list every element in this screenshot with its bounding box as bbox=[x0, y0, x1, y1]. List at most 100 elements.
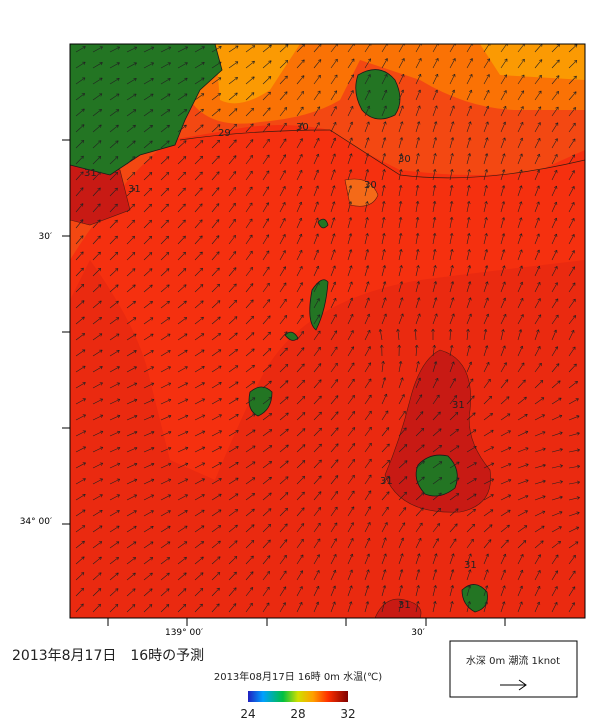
current-arrow bbox=[347, 217, 353, 229]
current-arrow bbox=[296, 428, 306, 437]
current-arrow bbox=[313, 538, 321, 549]
current-arrow bbox=[279, 428, 289, 437]
current-arrow bbox=[177, 251, 187, 261]
current-arrow bbox=[313, 90, 321, 101]
colorbar-tick-label: 32 bbox=[340, 707, 355, 721]
current-arrow bbox=[109, 187, 118, 197]
current-arrow bbox=[279, 122, 287, 133]
current-arrow bbox=[432, 216, 437, 229]
current-arrow bbox=[279, 492, 289, 501]
current-arrow bbox=[534, 510, 546, 517]
current-arrow bbox=[432, 553, 438, 565]
current-arrow bbox=[483, 297, 489, 309]
current-arrow bbox=[279, 412, 289, 421]
current-arrow bbox=[568, 138, 576, 149]
contour-label: 31 bbox=[84, 168, 97, 179]
current-arrow bbox=[126, 525, 137, 533]
current-arrow bbox=[75, 398, 86, 405]
colorbar-tick-label: 24 bbox=[240, 707, 255, 721]
current-arrow bbox=[551, 217, 558, 229]
current-arrow bbox=[330, 137, 337, 149]
current-arrow bbox=[75, 414, 86, 421]
current-arrow bbox=[211, 108, 221, 117]
current-arrow bbox=[245, 266, 253, 277]
current-arrow bbox=[517, 297, 524, 309]
current-arrow bbox=[313, 443, 322, 453]
current-arrow bbox=[194, 140, 204, 149]
current-arrow bbox=[211, 587, 220, 597]
current-arrow bbox=[262, 413, 273, 421]
current-arrow bbox=[364, 553, 370, 565]
current-arrow bbox=[262, 523, 272, 533]
current-arrow bbox=[568, 60, 578, 69]
current-arrow bbox=[262, 364, 272, 373]
current-arrow bbox=[381, 491, 390, 501]
current-arrow bbox=[75, 525, 86, 533]
current-arrow bbox=[483, 539, 492, 549]
current-arrow bbox=[92, 430, 104, 437]
current-arrow bbox=[466, 89, 473, 101]
current-arrow bbox=[517, 153, 523, 165]
current-arrow bbox=[466, 137, 472, 149]
current-arrow bbox=[143, 604, 153, 613]
current-arrow bbox=[109, 300, 119, 309]
current-arrow bbox=[228, 283, 237, 293]
current-arrow bbox=[211, 124, 221, 133]
current-arrow bbox=[551, 122, 559, 133]
current-arrow bbox=[415, 361, 420, 373]
current-arrow bbox=[143, 62, 154, 69]
current-arrow bbox=[364, 426, 372, 437]
current-arrow bbox=[126, 510, 137, 517]
current-arrow bbox=[381, 201, 386, 213]
current-arrow bbox=[432, 137, 438, 149]
current-arrow bbox=[364, 89, 371, 101]
current-arrow bbox=[160, 317, 171, 325]
current-arrow bbox=[364, 265, 370, 277]
current-arrow bbox=[245, 332, 255, 341]
colorbar-ticks: 24 28 32 bbox=[240, 707, 355, 721]
current-arrow bbox=[448, 328, 453, 341]
current-arrow bbox=[143, 494, 155, 501]
current-arrow bbox=[568, 554, 576, 565]
current-arrow bbox=[296, 554, 304, 565]
current-arrow bbox=[75, 300, 85, 309]
current-arrow bbox=[313, 281, 320, 293]
current-arrow bbox=[568, 346, 576, 357]
current-arrow bbox=[160, 93, 171, 101]
warm-core bbox=[384, 349, 491, 513]
current-arrow bbox=[568, 398, 579, 405]
current-arrow bbox=[109, 462, 121, 469]
current-arrow bbox=[228, 414, 239, 421]
current-arrow bbox=[364, 458, 372, 469]
current-arrow bbox=[143, 78, 154, 85]
current-arrow bbox=[500, 217, 506, 229]
current-arrow bbox=[364, 297, 370, 309]
current-arrow bbox=[296, 507, 305, 517]
current-arrow bbox=[415, 553, 421, 565]
current-arrow bbox=[75, 139, 85, 149]
current-arrow bbox=[194, 235, 203, 245]
current-arrow bbox=[347, 506, 355, 517]
current-arrow bbox=[364, 601, 370, 613]
current-arrow bbox=[347, 58, 355, 69]
current-arrow bbox=[160, 557, 171, 565]
current-arrow bbox=[483, 378, 491, 389]
current-arrow bbox=[279, 476, 289, 485]
current-arrow bbox=[449, 508, 459, 517]
current-arrow bbox=[211, 382, 222, 389]
current-arrow bbox=[517, 233, 523, 245]
current-arrow bbox=[483, 121, 489, 133]
current-arrow bbox=[194, 462, 206, 469]
current-arrow bbox=[415, 73, 422, 85]
current-arrow bbox=[415, 184, 420, 197]
current-arrow bbox=[279, 201, 286, 213]
current-arrow bbox=[109, 572, 119, 581]
current-arrow bbox=[534, 570, 541, 581]
current-arrow bbox=[194, 77, 205, 85]
current-arrow bbox=[500, 105, 507, 117]
current-arrow bbox=[177, 382, 189, 389]
current-arrow bbox=[279, 107, 288, 117]
current-arrow bbox=[313, 137, 320, 149]
current-arrow bbox=[160, 525, 171, 533]
current-arrow bbox=[568, 186, 575, 197]
